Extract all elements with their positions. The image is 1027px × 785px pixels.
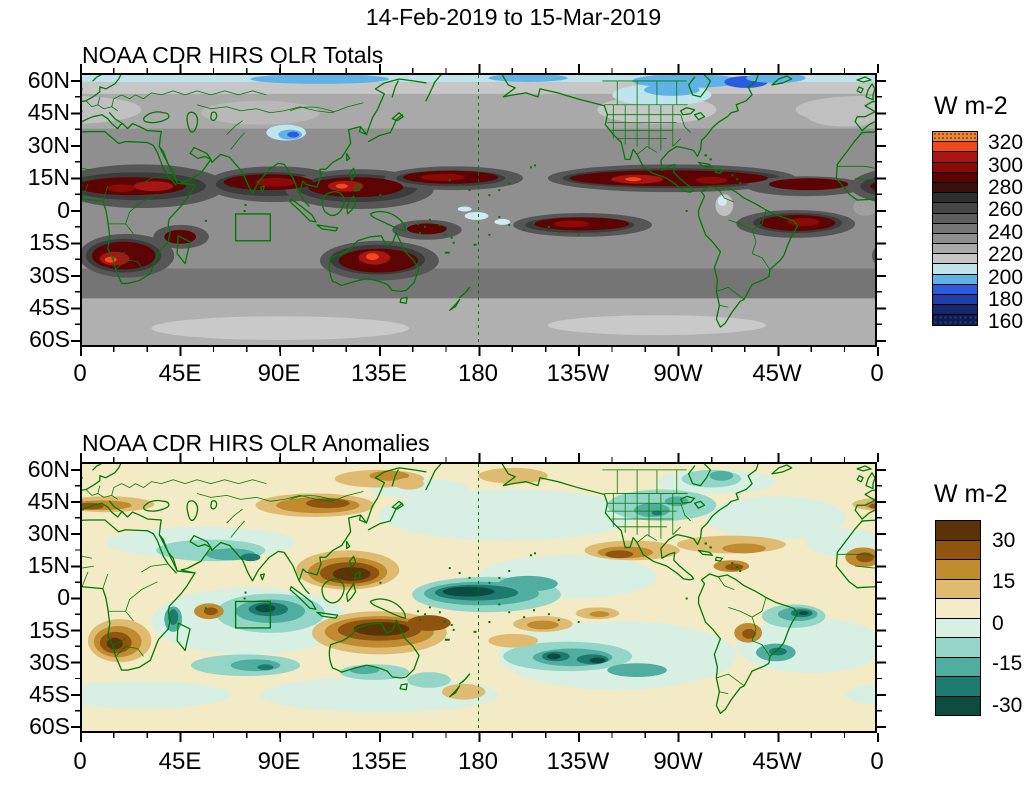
totals-y-tick-label: 60S (29, 326, 70, 352)
anom-x-tick-label: 135W (546, 748, 610, 775)
totals-x-tick-label: 0 (73, 360, 87, 387)
anom-x-tick-label: 0 (73, 748, 87, 775)
colorbar-swatch (935, 578, 981, 599)
anom-colorbar-tick: 15 (992, 570, 1016, 593)
colorbar-swatch (932, 314, 978, 326)
anom-x-tick-label: 90E (257, 748, 301, 775)
colorbar-swatch (935, 598, 981, 619)
totals-colorbar-tick: 260 (988, 198, 1024, 221)
anom-colorbar-tick: 0 (992, 612, 1004, 635)
anom-y-tick-label: 60N (27, 456, 70, 482)
anom-x-tick-label: 0 (870, 748, 884, 775)
colorbar-swatch (935, 617, 981, 638)
anom-y-tick-label: 30S (29, 649, 70, 675)
totals-colorbar-tick: 160 (988, 310, 1024, 333)
totals-colorbar-units: W m-2 (934, 92, 1008, 120)
anomalies-map-frame (80, 462, 877, 733)
totals-x-tick-label: 90E (257, 360, 301, 387)
anom-y-tick-label: 15N (27, 552, 70, 578)
totals-colorbar (932, 131, 978, 326)
totals-x-major-ticks-bottom (80, 347, 879, 356)
totals-y-tick-label: 30N (27, 132, 70, 158)
colorbar-swatch (935, 637, 981, 658)
totals-y-major-ticks-right (877, 73, 886, 347)
anom-colorbar-tick: -30 (992, 694, 1023, 717)
anom-y-tick-label: 60S (29, 713, 70, 739)
anom-y-tick-label: 0 (57, 584, 70, 610)
anom-x-major-ticks-top (80, 453, 879, 462)
totals-x-tick-label: 0 (870, 360, 884, 387)
totals-y-tick-label: 30S (29, 262, 70, 288)
anom-x-tick-label: 45E (158, 748, 202, 775)
totals-x-tick-label: 45E (158, 360, 202, 387)
totals-y-tick-label: 45N (27, 99, 70, 125)
totals-x-tick-label: 135E (350, 360, 408, 387)
anomalies-title: NOAA CDR HIRS OLR Anomalies (82, 430, 430, 456)
colorbar-swatch (935, 656, 981, 677)
totals-colorbar-tick: 300 (988, 154, 1024, 177)
colorbar-swatch (935, 520, 981, 541)
totals-colorbar-tick: 200 (988, 266, 1024, 289)
anom-y-tick-label: 15S (29, 617, 70, 643)
totals-x-tick-label: 180 (457, 360, 499, 387)
totals-x-tick-label: 45W (752, 360, 802, 387)
totals-y-tick-label: 60N (27, 67, 70, 93)
anom-x-tick-label: 135E (350, 748, 408, 775)
totals-colorbar-tick: 240 (988, 221, 1024, 244)
anom-y-tick-label: 45N (27, 488, 70, 514)
totals-title: NOAA CDR HIRS OLR Totals (82, 42, 384, 68)
totals-y-major-ticks-left (71, 73, 80, 347)
anom-y-major-ticks-left (71, 462, 80, 733)
anomalies-map (82, 464, 875, 731)
totals-x-tick-label: 135W (546, 360, 610, 387)
totals-y-tick-label: 15S (29, 229, 70, 255)
anom-y-tick-label: 30N (27, 520, 70, 546)
colorbar-swatch (935, 676, 981, 697)
anom-y-major-ticks-right (877, 462, 886, 733)
anom-colorbar-tick: 30 (992, 529, 1016, 552)
anom-x-tick-label: 90W (653, 748, 703, 775)
totals-map (82, 75, 875, 345)
anom-colorbar-units: W m-2 (934, 480, 1008, 508)
anom-x-tick-label: 45W (752, 748, 802, 775)
totals-y-tick-label: 15N (27, 164, 70, 190)
totals-colorbar-tick: 280 (988, 176, 1024, 199)
totals-colorbar-tick: 220 (988, 243, 1024, 266)
anom-colorbar-tick: -15 (992, 652, 1023, 675)
anom-colorbar (935, 520, 981, 716)
totals-y-tick-label: 45S (29, 294, 70, 320)
totals-colorbar-tick: 320 (988, 131, 1024, 154)
page-title: 14-Feb-2019 to 15-Mar-2019 (365, 4, 662, 30)
anom-x-major-ticks-bottom (80, 733, 879, 742)
totals-y-tick-label: 0 (57, 197, 70, 223)
colorbar-swatch (935, 539, 981, 560)
totals-colorbar-tick: 180 (988, 288, 1024, 311)
anom-x-tick-label: 180 (457, 748, 499, 775)
totals-x-major-ticks-top (80, 64, 879, 73)
colorbar-swatch (935, 559, 981, 580)
totals-x-tick-label: 90W (653, 360, 703, 387)
colorbar-swatch (935, 695, 981, 716)
anom-y-tick-label: 45S (29, 681, 70, 707)
totals-map-frame (80, 73, 877, 347)
